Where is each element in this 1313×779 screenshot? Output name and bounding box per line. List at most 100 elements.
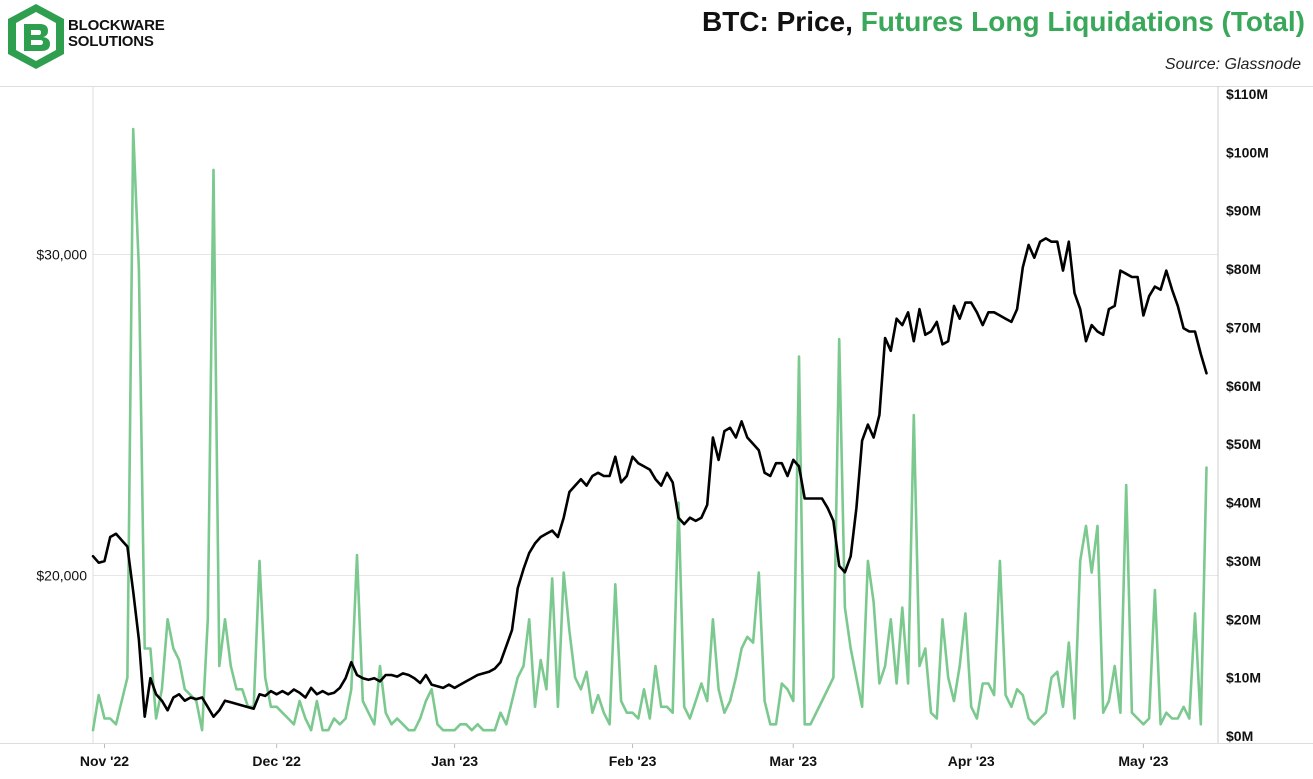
price-line-point <box>884 337 886 339</box>
liquidations-line-point <box>631 712 633 714</box>
price-line-point <box>149 677 151 679</box>
liquidations-line-point <box>178 659 180 661</box>
y-left-tick-label: $30,000 <box>36 247 87 263</box>
liquidations-line-point <box>1096 525 1098 527</box>
liquidations-line-point <box>976 717 978 719</box>
liquidations-line-point <box>1004 694 1006 696</box>
price-line-point <box>121 539 123 541</box>
liquidations-line-point <box>769 723 771 725</box>
price-line-point <box>786 475 788 477</box>
liquidations-line-point <box>987 682 989 684</box>
liquidations-line-point <box>700 682 702 684</box>
price-line-point <box>419 682 421 684</box>
price-line-point <box>1068 241 1070 243</box>
price-line-point <box>172 696 174 698</box>
liquidations-line-point <box>482 729 484 731</box>
liquidations-line-point <box>1039 717 1041 719</box>
price-line-point <box>809 497 811 499</box>
liquidations-line-point <box>970 706 972 708</box>
liquidations-line-point <box>425 700 427 702</box>
price-line-point <box>511 629 513 631</box>
liquidations-line-point <box>172 647 174 649</box>
liquidations-line-point <box>717 688 719 690</box>
liquidations-line-point <box>666 706 668 708</box>
liquidations-line-point <box>781 682 783 684</box>
y-right-tick-label: $10M <box>1226 670 1261 686</box>
liquidations-line-point <box>677 501 679 503</box>
x-tick-label: Apr '23 <box>948 753 995 769</box>
liquidations-line-point <box>1033 723 1035 725</box>
price-line-point <box>723 430 725 432</box>
price-line-point <box>758 449 760 451</box>
price-line-point <box>1182 327 1184 329</box>
price-line-point <box>1022 266 1024 268</box>
liquidations-line-point <box>1154 589 1156 591</box>
price-line-point <box>367 679 369 681</box>
liquidations-line-point <box>947 676 949 678</box>
x-tick-label: Mar '23 <box>769 753 817 769</box>
liquidations-line-point <box>1177 717 1179 719</box>
liquidations-line-point <box>144 647 146 649</box>
price-line-point <box>373 677 375 679</box>
price-line-point <box>941 343 943 345</box>
liquidations-line-point <box>993 694 995 696</box>
liquidations-line-point <box>505 723 507 725</box>
price-line-point <box>890 350 892 352</box>
price-line-point <box>413 677 415 679</box>
price-line-point <box>717 459 719 461</box>
liquidations-line-point <box>339 723 341 725</box>
liquidations-line-point <box>907 682 909 684</box>
price-line-point <box>706 504 708 506</box>
y-right-tick-label: $70M <box>1226 319 1261 335</box>
price-line-point <box>218 709 220 711</box>
liquidations-line-point <box>488 729 490 731</box>
liquidations-line-point <box>878 682 880 684</box>
price-line-point <box>253 708 255 710</box>
price-line-point <box>321 690 323 692</box>
price-line-point <box>901 324 903 326</box>
price-line-point <box>471 677 473 679</box>
price-line-point <box>585 484 587 486</box>
liquidations-line-point <box>287 717 289 719</box>
price-line-point <box>138 639 140 641</box>
liquidations-line-point <box>109 717 111 719</box>
price-line-point <box>689 517 691 519</box>
liquidations-line-point <box>430 688 432 690</box>
liquidations-line-point <box>901 606 903 608</box>
price-line-point <box>201 696 203 698</box>
y-right-tick-label: $110M <box>1226 86 1268 102</box>
price-line-point <box>287 693 289 695</box>
price-line-point <box>1148 295 1150 297</box>
price-line-point <box>488 671 490 673</box>
price-line-point <box>1154 285 1156 287</box>
liquidations-line-point <box>528 618 530 620</box>
liquidations-line-point <box>959 665 961 667</box>
liquidations-line-point <box>534 706 536 708</box>
liquidations-line-point <box>930 712 932 714</box>
y-right-tick-label: $50M <box>1226 436 1261 452</box>
liquidations-line-point <box>1148 717 1150 719</box>
header: BLOCKWARE SOLUTIONS BTC: Price, Futures … <box>0 0 1313 86</box>
liquidations-line-point <box>396 717 398 719</box>
price-line-point <box>654 478 656 480</box>
liquidations-line-point <box>189 694 191 696</box>
logo-mark <box>8 4 64 69</box>
price-line-point <box>528 552 530 554</box>
price-line-point <box>982 324 984 326</box>
liquidations-line-point <box>838 338 840 340</box>
price-line-point <box>1096 330 1098 332</box>
price-line-point <box>683 523 685 525</box>
liquidations-line-point <box>350 688 352 690</box>
price-line-point <box>1039 241 1041 243</box>
y-right-tick-label: $60M <box>1226 378 1261 394</box>
liquidations-line-point <box>844 606 846 608</box>
liquidations-line-point <box>344 717 346 719</box>
liquidations-line-point <box>235 688 237 690</box>
price-line-point <box>333 692 335 694</box>
liquidations-line-point <box>327 729 329 731</box>
liquidations-line-point <box>695 700 697 702</box>
price-line-point <box>1165 269 1167 271</box>
liquidations-line-point <box>746 636 748 638</box>
price-line-point <box>930 330 932 332</box>
price-line-point <box>1027 244 1029 246</box>
